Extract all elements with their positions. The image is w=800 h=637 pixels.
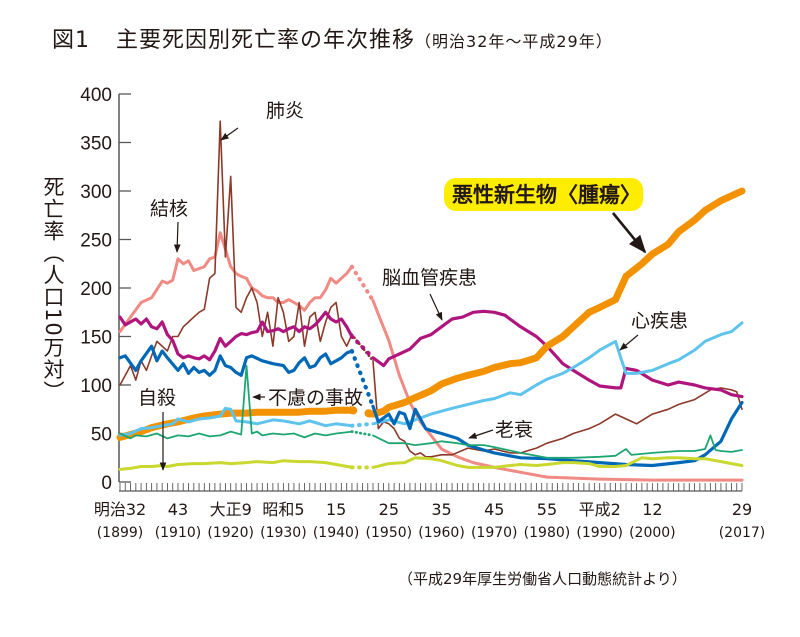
title-main: 主要死因別死亡率の年次推移 <box>116 28 416 53</box>
series-line-postwar <box>372 434 743 459</box>
annotation-arrow <box>220 127 239 141</box>
annotation-label: 脳血管疾患 <box>382 267 477 289</box>
y-tick-label: 0 <box>101 473 112 494</box>
series-4 <box>118 321 744 437</box>
series-1 <box>119 120 743 458</box>
series-line-postwar <box>371 456 744 469</box>
y-axis-label: 死亡率（人口10万対） <box>41 176 65 403</box>
series-line-gap <box>347 406 377 419</box>
series-layer <box>116 120 746 482</box>
series-line-postwar <box>371 299 744 482</box>
chart-title: 図1 主要死因別死亡率の年次推移（明治32年〜平成29年） <box>52 22 613 54</box>
x-tick-label: 43 <box>168 500 188 519</box>
annotation-label: 自殺 <box>138 387 176 409</box>
annotation: 心疾患 <box>619 310 688 351</box>
x-tick-label: 平成2 <box>579 500 621 519</box>
series-line-prewar <box>118 231 354 334</box>
annotation-highlight <box>444 178 644 211</box>
x-tick-label: 55 <box>537 500 557 519</box>
x-tick-sublabel: (1990) <box>576 525 623 541</box>
annotation: 老衰 <box>468 419 533 441</box>
annotation-arrow <box>173 221 181 253</box>
x-tick-label: 昭和5 <box>262 500 304 519</box>
series-7 <box>118 456 744 471</box>
x-tick-sublabel: (1930) <box>260 525 307 541</box>
annotation-arrow <box>429 293 443 321</box>
y-tick-label: 50 <box>91 425 112 446</box>
x-tick-sublabel: (1940) <box>313 525 360 541</box>
figure-number: 図1 <box>52 28 90 53</box>
annotation: 肺炎 <box>220 100 304 141</box>
source-note: （平成29年厚生労働省人口動態統計より） <box>398 570 687 588</box>
x-tick-sublabel: (1970) <box>471 525 518 541</box>
x-tick-label: 45 <box>484 500 504 519</box>
x-tick-label: 29 <box>732 500 752 519</box>
annotation-arrow <box>619 334 639 351</box>
y-tick-label: 150 <box>80 328 112 349</box>
annotation-label: 不慮の事故 <box>268 387 363 409</box>
y-tick-label: 200 <box>80 279 112 300</box>
series-6 <box>119 364 743 459</box>
annotation-label: 心疾患 <box>631 310 688 332</box>
annotation-label: 悪性新生物〈腫瘍〉 <box>452 183 641 207</box>
y-tick-label: 400 <box>80 85 112 106</box>
x-tick-sublabel: (1950) <box>366 525 413 541</box>
y-tick-label: 300 <box>80 182 112 203</box>
annotation-arrow <box>611 212 647 254</box>
series-line-prewar <box>118 310 354 362</box>
annotation-label: 肺炎 <box>266 100 304 122</box>
series-line-prewar <box>118 459 354 471</box>
x-tick-sublabel: (1910) <box>155 525 202 541</box>
series-line-postwar <box>371 400 744 468</box>
series-line-gap <box>349 264 375 303</box>
annotation-arrow <box>468 429 494 439</box>
x-tick-sublabel: (1899) <box>97 525 144 541</box>
x-tick-label: 25 <box>379 500 399 519</box>
annotation-label: 老衰 <box>495 419 533 441</box>
annotation: 悪性新生物〈腫瘍〉 <box>444 178 647 254</box>
x-tick-label: 15 <box>326 500 346 519</box>
series-line-gap <box>349 348 376 409</box>
x-tick-sublabel: (1960) <box>418 525 465 541</box>
series-line-prewar <box>118 344 354 377</box>
annotation: 結核 <box>150 198 188 253</box>
x-tick-label: 35 <box>431 500 451 519</box>
series-line-gap <box>350 430 375 437</box>
x-tick-sublabel: (1920) <box>207 525 254 541</box>
series-line-gap <box>349 421 375 428</box>
annotation: 自殺 <box>138 387 176 471</box>
y-tick-label: 250 <box>80 231 112 252</box>
series-0 <box>118 231 744 482</box>
annotation: 不慮の事故 <box>252 387 363 409</box>
x-tick-sublabel: (1980) <box>524 525 571 541</box>
x-tick-label: 12 <box>642 500 662 519</box>
x-tick-sublabel: (2017) <box>719 525 766 541</box>
series-line-prewar <box>119 364 353 440</box>
axes: 0 50 100 150 200 250 300 350 400 明治32 (1899) 43 (191… <box>80 85 765 541</box>
series-line-postwar <box>369 187 746 418</box>
series-line-prewar <box>119 120 353 386</box>
annotation: 脳血管疾患 <box>382 267 477 321</box>
series-5 <box>118 344 744 468</box>
x-tick-sublabel: (2000) <box>629 525 676 541</box>
annotation-label: 結核 <box>150 198 188 220</box>
y-tick-label: 350 <box>80 134 112 155</box>
x-tick-label: 大正9 <box>210 500 252 519</box>
y-tick-label: 100 <box>80 376 112 397</box>
series-line-gap <box>349 334 376 360</box>
title-period: （明治32年〜平成29年） <box>415 32 613 51</box>
x-tick-label: 明治32 <box>94 500 146 519</box>
series-line-prewar <box>118 406 354 437</box>
series-line-postwar <box>371 321 744 426</box>
